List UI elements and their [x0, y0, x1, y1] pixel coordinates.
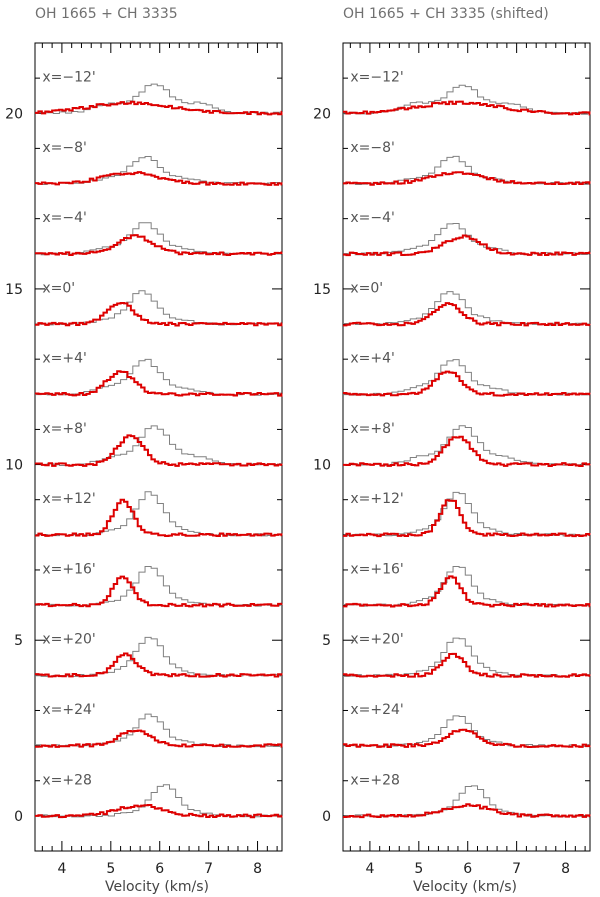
ch-spectrum — [35, 100, 283, 116]
y-tick-label: 10 — [313, 458, 331, 474]
panel-right-xlabel: Velocity (km/s) — [413, 879, 517, 895]
ch-spectrum — [35, 803, 283, 819]
oh-spectrum — [343, 291, 590, 326]
offset-label: x=+16' — [350, 561, 403, 577]
ch-spectrum — [343, 499, 591, 538]
x-tick-label: 5 — [414, 861, 423, 877]
oh-spectrum — [343, 84, 590, 115]
y-tick-label: 10 — [5, 458, 23, 474]
oh-spectrum — [35, 222, 282, 256]
y-tick-label: 0 — [14, 809, 23, 825]
offset-label: x=+4' — [42, 351, 87, 367]
ch-spectrum — [343, 370, 591, 397]
ch-spectrum — [35, 729, 283, 748]
ch-spectrum — [343, 652, 591, 678]
oh-spectrum — [343, 785, 590, 818]
offset-label: x=0' — [42, 280, 75, 296]
panel-right: OH 1665 + CH 3335 (shifted) Velocity (km… — [313, 6, 591, 895]
ch-spectrum — [35, 434, 283, 467]
offset-label: x=−12' — [350, 70, 403, 86]
y-tick-label: 20 — [5, 106, 23, 122]
offset-label: x=+8' — [42, 421, 87, 437]
ch-spectrum — [343, 171, 591, 186]
ch-spectrum — [35, 498, 283, 538]
y-tick-label: 15 — [5, 282, 23, 298]
ch-spectrum — [35, 301, 283, 327]
offset-label: x=−4' — [350, 210, 395, 226]
ch-spectrum — [343, 100, 591, 116]
offset-label: x=0' — [350, 280, 383, 296]
offset-label: x=+4' — [350, 351, 395, 367]
x-tick-label: 6 — [155, 861, 164, 877]
y-tick-label: 20 — [313, 106, 331, 122]
offset-label: x=−4' — [42, 210, 87, 226]
ch-spectrum — [343, 803, 591, 819]
ch-spectrum — [35, 370, 283, 397]
x-tick-label: 5 — [106, 861, 115, 877]
offset-label: x=+28 — [42, 772, 92, 788]
offset-label: x=+12' — [42, 491, 95, 507]
ch-spectrum — [343, 302, 591, 327]
y-tick-label: 0 — [322, 809, 331, 825]
offset-label: x=−12' — [42, 70, 95, 86]
ch-spectrum — [343, 435, 591, 467]
ch-spectrum — [343, 234, 591, 257]
offset-label: x=+24' — [350, 702, 403, 718]
offset-label: x=+28 — [350, 772, 400, 788]
panel-left-xlabel: Velocity (km/s) — [105, 879, 209, 895]
oh-spectrum — [35, 784, 282, 818]
offset-label: x=+12' — [350, 491, 403, 507]
y-tick-label: 15 — [313, 282, 331, 298]
ch-spectrum — [35, 575, 283, 608]
ch-spectrum — [35, 234, 283, 257]
ch-spectrum — [343, 728, 591, 748]
y-tick-label: 5 — [322, 633, 331, 649]
plot-frame — [34, 42, 283, 852]
y-tick-label: 5 — [14, 633, 23, 649]
x-tick-label: 4 — [365, 861, 374, 877]
oh-spectrum — [35, 156, 282, 185]
x-tick-label: 8 — [561, 861, 570, 877]
offset-label: x=+16' — [42, 561, 95, 577]
offset-label: x=+20' — [42, 632, 95, 648]
offset-label: x=+20' — [350, 632, 403, 648]
x-tick-label: 7 — [512, 861, 521, 877]
panel-right-title: OH 1665 + CH 3335 (shifted) — [343, 6, 549, 22]
x-tick-label: 6 — [463, 861, 472, 877]
panel-left: OH 1665 + CH 3335 Velocity (km/s) 4 5 6 7 8 0… — [5, 6, 283, 895]
oh-spectrum — [343, 222, 590, 256]
ch-spectrum — [343, 575, 591, 608]
ch-spectrum — [35, 652, 283, 678]
x-tick-label: 4 — [57, 861, 66, 877]
offset-label: x=−8' — [42, 140, 87, 156]
plot-frame — [342, 42, 591, 852]
offset-label: x=+24' — [42, 702, 95, 718]
offset-label: x=−8' — [350, 140, 395, 156]
panel-left-title: OH 1665 + CH 3335 — [35, 6, 178, 22]
x-tick-label: 8 — [253, 861, 262, 877]
offset-label: x=+8' — [350, 421, 395, 437]
oh-spectrum — [343, 155, 590, 186]
x-tick-label: 7 — [204, 861, 213, 877]
ch-spectrum — [35, 171, 283, 186]
